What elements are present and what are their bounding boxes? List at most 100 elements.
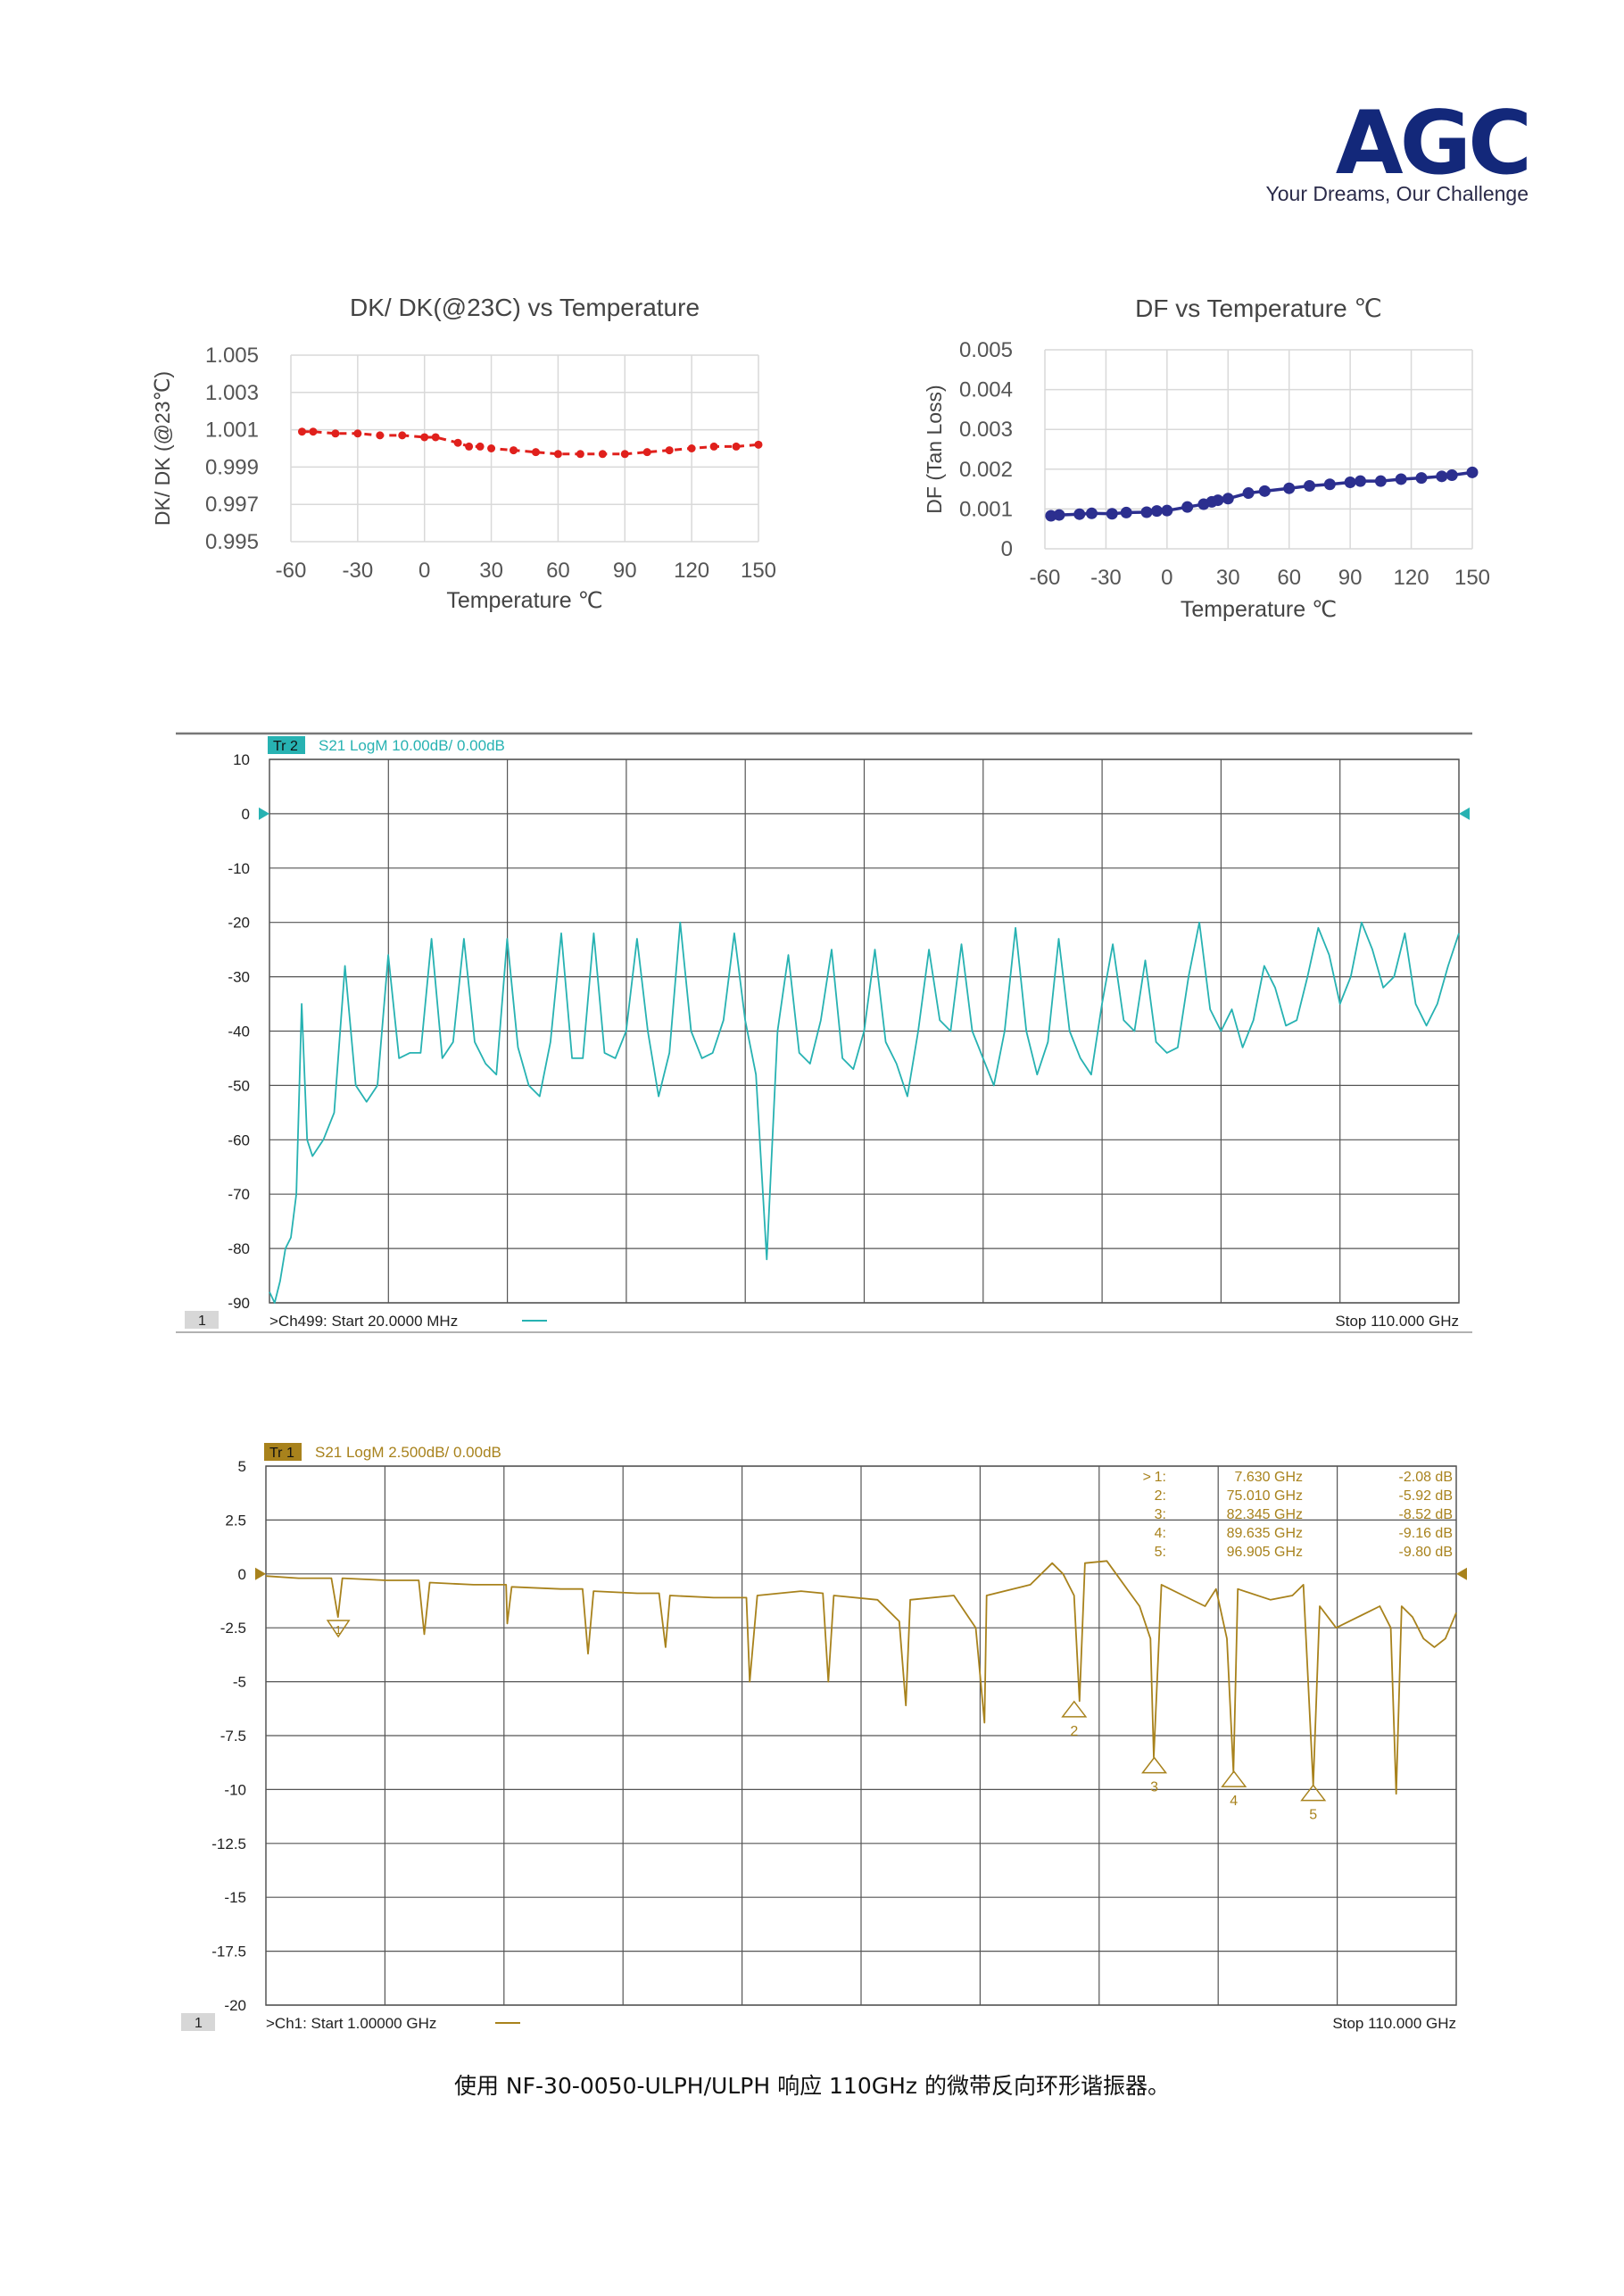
trace-title: S21 LogM 10.00dB/ 0.00dB [319, 737, 505, 754]
data-point [1304, 480, 1316, 493]
data-point [1395, 473, 1407, 485]
marker-triangle [1061, 1700, 1088, 1718]
data-point [1415, 472, 1428, 485]
x-tick-label: 0 [1161, 566, 1172, 590]
s21-resonator-chart: Tr 1 S21 LogM 2.500dB/ 0.00dB 5 2.5 0 -2.5 -5 -… [181, 1443, 1467, 2032]
marker-table-num: 1: [1155, 1470, 1166, 1485]
x-tick-label: -30 [343, 559, 374, 583]
data-point [553, 450, 562, 459]
marker-table-prefix: > [1143, 1470, 1151, 1485]
x-tick-label: 90 [613, 559, 637, 583]
data-point [453, 438, 462, 447]
y-axis-label: DK/ DK (@23℃) [151, 371, 174, 526]
x-tick-label: 30 [1216, 566, 1240, 590]
y-tick-label: 0 [242, 806, 250, 823]
y-tick-label: -10 [228, 860, 250, 877]
data-point [598, 450, 607, 459]
marker-table-num: 2: [1155, 1488, 1166, 1504]
trace-badge [268, 736, 305, 754]
data-point [487, 444, 496, 452]
data-point [1355, 475, 1367, 487]
trace-badge-label: Tr 1 [269, 1446, 294, 1461]
y-tick-label: -80 [228, 1240, 250, 1257]
y-tick-label: -40 [228, 1024, 250, 1040]
y-tick-label: 1.003 [205, 381, 259, 405]
data-point [398, 431, 407, 440]
s21-wideband-chart: Tr 2 S21 LogM 10.00dB/ 0.00dB 10 0 -10 -20 -30… [176, 732, 1472, 1333]
marker-table-frequency: 7.630 GHz [1235, 1470, 1303, 1485]
reference-arrow-left [255, 1567, 266, 1580]
data-point [510, 446, 518, 455]
x-tick-label: 0 [418, 559, 430, 583]
data-point [353, 429, 362, 438]
x-tick-label: -60 [276, 559, 307, 583]
stop-frequency-label: Stop 110.000 GHz [1332, 2015, 1456, 2032]
series-line [302, 430, 759, 456]
x-tick-label: -30 [1090, 566, 1122, 590]
data-point [1073, 508, 1086, 520]
marker-number: 4 [1230, 1794, 1238, 1809]
y-tick-label: 0.001 [959, 497, 1013, 521]
logo-tagline: Your Dreams, Our Challenge [1265, 182, 1529, 205]
marker-table-value: -9.16 dB [1399, 1526, 1453, 1541]
data-point [1466, 466, 1479, 478]
data-point [687, 444, 696, 452]
data-point [1053, 509, 1065, 521]
data-point [376, 431, 385, 440]
y-tick-label: 0.999 [205, 455, 259, 479]
y-axis-label: DF (Tan Loss) [923, 385, 946, 513]
data-point [1436, 470, 1448, 483]
marker-table-num: 3: [1155, 1507, 1166, 1522]
x-axis-label: Temperature ℃ [446, 588, 602, 613]
marker-triangle [1141, 1756, 1168, 1774]
data-point [642, 448, 651, 457]
data-point [1323, 478, 1336, 491]
y-tick-label: -70 [228, 1186, 250, 1203]
data-point [754, 440, 763, 449]
data-point [1120, 506, 1132, 518]
y-tick-label: 0.003 [959, 418, 1013, 442]
marker-table-frequency: 96.905 GHz [1227, 1545, 1303, 1560]
data-point [476, 442, 485, 451]
x-tick-label: 90 [1338, 566, 1363, 590]
y-tick-label: 2.5 [225, 1512, 246, 1529]
channel-number: 1 [198, 1314, 206, 1329]
dk-vs-temperature-chart: DK/ DK(@23C) vs Temperature 0.995 0.997 0.9… [151, 294, 776, 613]
y-tick-label: -60 [228, 1131, 250, 1148]
y-tick-label: -30 [228, 969, 250, 986]
data-point [1161, 504, 1173, 517]
marker-table-value: -8.52 dB [1399, 1507, 1453, 1522]
x-tick-label: 30 [479, 559, 503, 583]
x-tick-label: 150 [1454, 566, 1490, 590]
reference-arrow-right [1456, 1567, 1467, 1580]
y-tick-label: 0.997 [205, 493, 259, 517]
y-tick-label: -12.5 [211, 1836, 246, 1853]
y-tick-label: 0.002 [959, 458, 1013, 482]
start-frequency-label: >Ch1: Start 1.00000 GHz [266, 2015, 436, 2032]
channel-box [181, 2013, 215, 2031]
y-tick-label: 1.001 [205, 419, 259, 443]
y-tick-label: 10 [233, 751, 250, 768]
marker-table-frequency: 75.010 GHz [1227, 1488, 1303, 1504]
y-tick-label: -2.5 [220, 1620, 246, 1637]
data-point [309, 427, 318, 436]
marker-number: 5 [1309, 1808, 1317, 1823]
marker-table-value: -5.92 dB [1399, 1488, 1453, 1504]
trace-badge [264, 1443, 302, 1461]
y-tick-label: -50 [228, 1077, 250, 1094]
reference-arrow-right [1459, 807, 1470, 820]
x-tick-label: 120 [674, 559, 709, 583]
data-point [297, 427, 306, 436]
trace-line [265, 1560, 1457, 1795]
data-point [1446, 468, 1458, 481]
x-tick-label: 60 [1277, 566, 1301, 590]
data-point [1181, 501, 1194, 513]
trace-badge-label: Tr 2 [273, 739, 298, 754]
marker-triangle [1300, 1784, 1327, 1802]
y-tick-label: 1.005 [205, 344, 259, 368]
data-point [620, 450, 629, 459]
data-point [709, 442, 718, 451]
marker-number: 2 [1070, 1724, 1078, 1739]
logo-wordmark: AGC [1335, 93, 1532, 195]
data-point [1283, 482, 1296, 494]
